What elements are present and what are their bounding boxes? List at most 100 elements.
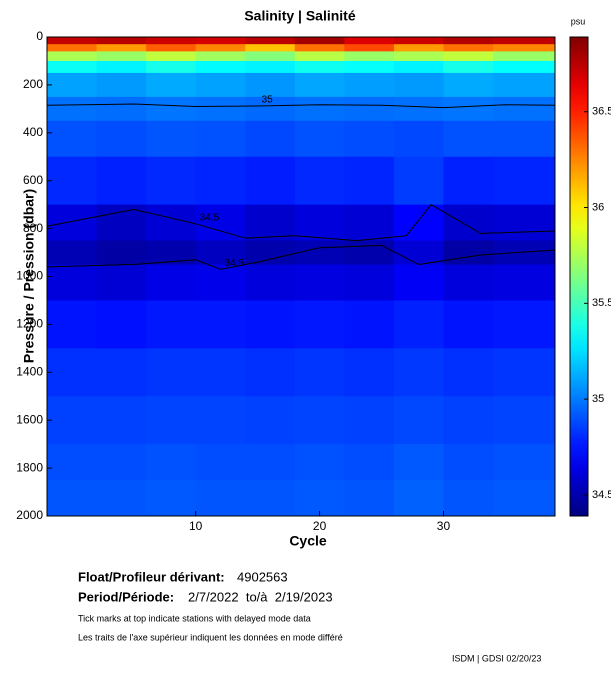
heatmap-cell [245, 240, 296, 266]
heatmap-cell [493, 44, 556, 52]
colorbar [569, 36, 589, 517]
x-axis-label: Cycle [289, 533, 327, 549]
heatmap-cell [294, 96, 345, 122]
heatmap-cell [344, 44, 395, 52]
heatmap-cell [344, 348, 395, 397]
heatmap-cell [245, 156, 296, 206]
heatmap-cell [294, 156, 345, 206]
heatmap-cell [47, 156, 98, 206]
heatmap-cell [493, 300, 556, 349]
heatmap-cell [146, 264, 197, 301]
heatmap-cell [195, 240, 246, 266]
heatmap-cell [195, 348, 246, 397]
float-id: 4902563 [237, 569, 288, 584]
heatmap-cell [493, 480, 556, 517]
heatmap-cell [96, 96, 147, 122]
heatmap-cell [47, 37, 98, 45]
heatmap-cell [245, 480, 296, 517]
heatmap-cell [294, 480, 345, 517]
colorbar-tick-label: 34.5 [592, 489, 611, 501]
heatmap-cell [393, 204, 444, 242]
heatmap-cell [443, 96, 494, 122]
footer: ISDM | GDSI 02/20/23 [452, 653, 541, 663]
y-tick-label: 200 [23, 77, 43, 91]
heatmap-cell [96, 444, 147, 481]
heatmap-cell [96, 37, 147, 45]
heatmap-cell [493, 204, 556, 242]
heatmap-cell [443, 480, 494, 517]
heatmap-cell [393, 396, 444, 445]
heatmap-cell [493, 240, 556, 266]
y-tick-label: 1000 [16, 269, 43, 283]
heatmap-cell [96, 156, 147, 206]
heatmap-cell [294, 37, 345, 45]
heatmap-cell [245, 348, 296, 397]
heatmap-cell [195, 264, 246, 301]
heatmap-cell [344, 204, 395, 242]
heatmap-cell [393, 120, 444, 158]
heatmap-cell [245, 204, 296, 242]
heatmap-cell [47, 51, 98, 62]
heatmap-cell [443, 72, 494, 98]
heatmap-cell [245, 96, 296, 122]
heatmap-cell [47, 240, 98, 266]
heatmap-cell [245, 51, 296, 62]
y-tick-label: 0 [36, 29, 43, 43]
y-tick-label: 400 [23, 125, 43, 139]
heatmap-cell [443, 51, 494, 62]
contour-line [46, 103, 556, 109]
heatmap-cell [344, 264, 395, 301]
heatmap-cell [146, 51, 197, 62]
heatmap-cell [245, 264, 296, 301]
y-tick-label: 800 [23, 221, 43, 235]
heatmap-cell [393, 444, 444, 481]
heatmap-cell [493, 37, 556, 45]
heatmap-cell [443, 396, 494, 445]
contour-label: 34.5 [224, 258, 244, 269]
heatmap-cell [344, 156, 395, 206]
heatmap-cell [294, 444, 345, 481]
heatmap-cell [493, 120, 556, 158]
heatmap-cell [195, 444, 246, 481]
heatmap-cell [96, 120, 147, 158]
heatmap-cell [493, 156, 556, 206]
y-axis-label: Pressure / Pression (dbar) [21, 189, 37, 363]
heatmap-cell [245, 396, 296, 445]
heatmap-cell [294, 60, 345, 74]
heatmap-cell [146, 348, 197, 397]
heatmap-cell [344, 396, 395, 445]
heatmap-cell [195, 204, 246, 242]
contour-label: 34.5 [200, 212, 220, 223]
heatmap-cell [47, 60, 98, 74]
heatmap-cell [443, 120, 494, 158]
heatmap-cell [294, 264, 345, 301]
heatmap-cell [146, 300, 197, 349]
heatmap-cell [245, 120, 296, 158]
heatmap-cell [146, 120, 197, 158]
heatmap-cell [47, 44, 98, 52]
heatmap-cell [245, 60, 296, 74]
colorbar-tick-label: 35 [592, 393, 604, 405]
contour-line [46, 204, 556, 242]
heatmap-cell [294, 396, 345, 445]
heatmap-cell [493, 396, 556, 445]
heatmap-cell [195, 44, 246, 52]
heatmap-cell [393, 72, 444, 98]
y-tick-label: 2000 [16, 508, 43, 522]
heatmap-cell [146, 156, 197, 206]
heatmap-cell [443, 60, 494, 74]
heatmap-cell [294, 44, 345, 52]
heatmap-cell [344, 240, 395, 266]
heatmap-cell [443, 348, 494, 397]
heatmap-cell [96, 60, 147, 74]
heatmap-cell [393, 348, 444, 397]
heatmap-cell [344, 51, 395, 62]
heatmap-cell [146, 44, 197, 52]
heatmap-cell [245, 44, 296, 52]
heatmap-cell [344, 72, 395, 98]
contour-label: 35 [262, 95, 274, 106]
heatmap-cell [47, 396, 98, 445]
heatmap-cell [47, 300, 98, 349]
y-tick-label: 1800 [16, 460, 43, 474]
heatmap-cell [493, 264, 556, 301]
